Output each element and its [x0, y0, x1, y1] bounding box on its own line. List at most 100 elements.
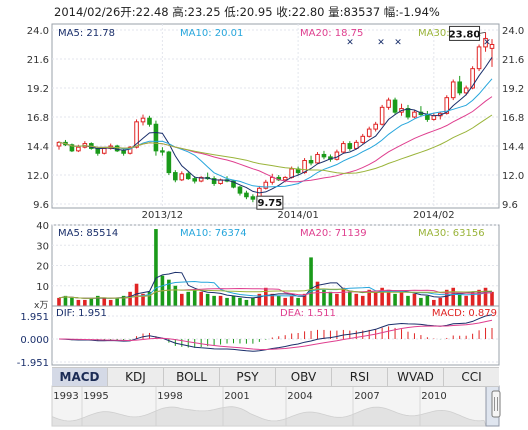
volume-bar — [212, 295, 216, 306]
header-change: -1.94% — [399, 5, 440, 19]
candle-body — [489, 44, 495, 49]
header-low-label: 低: — [224, 5, 240, 19]
volume-bar — [328, 291, 333, 306]
volume-bar — [432, 299, 436, 306]
header-volume: 83537 — [343, 5, 381, 19]
candle — [450, 79, 456, 101]
timeline-year: 2010 — [421, 391, 446, 402]
candle-body — [470, 68, 475, 89]
candle — [173, 170, 178, 183]
price-yticks-left: 24.0 21.6 19.2 16.8 14.4 12.0 9.6 — [27, 26, 49, 211]
volume-bar — [167, 279, 171, 306]
price-x-labels: 2013/12 2014/01 2014/02 — [142, 210, 455, 221]
candle — [140, 114, 146, 126]
volume-bar — [70, 297, 74, 306]
candle — [218, 178, 223, 185]
event-marker-icon: ✕ — [346, 38, 354, 48]
tab-rsi[interactable]: RSI — [332, 368, 388, 386]
macd-dea-line — [59, 319, 493, 351]
candle — [211, 176, 217, 186]
price-ytick-right: 12.0 — [502, 171, 524, 182]
price-legend-ma10: MA10: 20.01 — [180, 28, 243, 39]
tab-wvad[interactable]: WVAD — [388, 368, 444, 386]
tab-psy[interactable]: PSY — [220, 368, 276, 386]
volume-bar — [302, 293, 307, 306]
header-open-label: 开: — [120, 5, 136, 19]
volume-grid — [52, 224, 499, 287]
candle-body — [483, 37, 488, 48]
candle-body — [379, 106, 385, 125]
candle — [263, 179, 269, 190]
price-ytick-right: 21.6 — [502, 55, 524, 66]
volume-ytick: 40 — [36, 221, 49, 232]
low-annotation: 9.75 — [258, 198, 283, 209]
candle-body — [360, 135, 366, 143]
candle-body — [69, 144, 75, 152]
candle-body — [192, 178, 198, 182]
candle — [412, 109, 417, 119]
volume-panel[interactable]: 40 30 20 10 x万 MA5: 85514 MA10: 76374 MA20: 71… — [34, 221, 500, 311]
volume-bar — [205, 293, 210, 306]
volume-bar — [335, 293, 339, 306]
tab-obv[interactable]: OBV — [276, 368, 332, 386]
volume-bar — [95, 295, 100, 306]
timeline-handle[interactable] — [491, 390, 501, 418]
candle-body — [366, 128, 372, 137]
timeline-navigator[interactable]: 1993 1995 1998 2001 2004 2007 2010 — [51, 385, 501, 427]
volume-bar — [483, 287, 488, 306]
candle-body — [231, 180, 236, 188]
candle — [476, 44, 482, 72]
volume-bar — [464, 295, 468, 306]
candle — [373, 121, 378, 132]
volume-bar — [244, 299, 249, 306]
tab-boll[interactable]: BOLL — [164, 368, 220, 386]
price-ytick-left: 9.6 — [33, 200, 49, 211]
price-panel[interactable]: 24.0 21.6 19.2 16.8 14.4 12.0 9.6 24.0 21.6 19.2… — [27, 23, 525, 221]
candle — [315, 152, 320, 165]
price-annotations: 23.80 9.75 ✕ ✕ ✕ ✕ — [256, 25, 491, 210]
low-annotation-box — [256, 195, 284, 210]
macd-ytick: 0.000 — [20, 335, 49, 346]
macd-panel[interactable]: 1.951 0.000 -1.951 DIF: 1.951 DEA: 1.511 MAC… — [17, 305, 500, 369]
volume-bar — [218, 295, 223, 306]
price-ytick-left: 19.2 — [27, 84, 49, 95]
candle-body — [392, 99, 398, 113]
candle-body — [463, 87, 469, 94]
candle — [347, 141, 353, 151]
volume-bar — [173, 285, 178, 306]
volume-bar — [128, 291, 132, 306]
volume-bar — [121, 295, 126, 306]
volume-bar — [309, 257, 313, 306]
candle-body — [341, 143, 346, 153]
candle-body — [166, 151, 172, 174]
volume-legend: MA5: 85514 MA10: 76374 MA20: 71139 MA30: 63… — [58, 228, 485, 239]
candle — [360, 133, 366, 144]
volume-bar — [147, 291, 152, 306]
timeline-year: 1998 — [157, 391, 182, 402]
volume-bar — [399, 291, 404, 306]
volume-bar — [348, 291, 352, 306]
volume-bar — [199, 291, 203, 306]
candle — [147, 115, 152, 127]
tab-macd[interactable]: MACD — [52, 368, 108, 386]
volume-bar — [63, 295, 68, 306]
timeline-area — [51, 406, 487, 427]
candle — [302, 158, 307, 174]
volume-bar — [76, 299, 81, 306]
volume-bar — [406, 295, 410, 306]
candle-body — [198, 176, 204, 182]
volume-bar — [264, 287, 268, 306]
candle-body — [179, 173, 185, 181]
timeline-year: 1993 — [53, 391, 78, 402]
candle-body — [315, 153, 320, 164]
volume-bar — [251, 297, 255, 306]
candle-body — [289, 168, 294, 178]
tab-cci[interactable]: CCI — [461, 370, 482, 384]
candle-body — [101, 147, 107, 154]
timeline-year: 2004 — [287, 391, 312, 402]
tab-kdj[interactable]: KDJ — [108, 368, 164, 386]
volume-bar — [154, 229, 158, 306]
volume-yticks: 40 30 20 10 x万 — [34, 221, 49, 311]
header-high: 23.25 — [187, 5, 221, 19]
